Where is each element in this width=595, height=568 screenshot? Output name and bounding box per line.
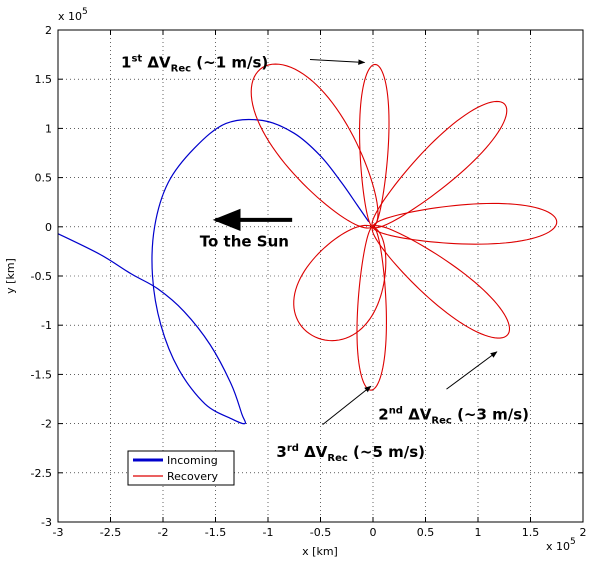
y-tick-label: 2 [45,24,52,37]
y-axis-multiplier: x 105 [58,7,88,23]
y-tick-label: 0 [45,221,52,234]
x-axis-multiplier: x 105 [546,537,576,553]
recovery-lobe [371,100,508,229]
tick-labels: -3 -2.5 -2 -1.5 -1 -0.5 0 0.5 1 1.5 2 2 1.5 1 0.5 0 -0.5… [31,24,587,539]
recovery-lobe [359,63,390,228]
legend: Incoming Recovery [127,450,235,486]
x-tick-label: -2.5 [100,526,121,539]
y-axis-label: y [km] [4,258,17,294]
annotation-arrow-dv2 [446,351,498,390]
y-tick-label: -3 [41,516,52,529]
legend-label-incoming: Incoming [167,454,218,467]
x-tick-label: 0.5 [417,526,435,539]
x-tick-label: 1.5 [522,526,540,539]
x-axis-label: x [km] [302,545,338,558]
series-line-recovery [250,63,558,391]
y-tick-label: -1 [41,319,52,332]
annotations: 1st ΔVRec (~1 m/s) To the Sun 2nd ΔVRec (~… [121,53,529,464]
y-tick-label: 1.5 [35,73,53,86]
annotation-arrow-dv3 [322,385,372,425]
series-layer [58,63,558,425]
x-tick-label: -0.5 [310,526,331,539]
y-tick-label: 1 [45,122,52,135]
x-tick-label: 1 [475,526,482,539]
x-tick-label: -3 [53,526,64,539]
annotation-sun: To the Sun [200,232,289,250]
plot-area [58,30,583,522]
x-tick-label: -2 [158,526,169,539]
x-tick-label: 0 [370,526,377,539]
x-tick-label: 2 [580,526,587,539]
y-tick-label: -2.5 [31,467,52,480]
annotation-dv1: 1st ΔVRec (~1 m/s) [121,53,268,74]
y-tick-label: -2 [41,418,52,431]
annotation-dv2: 2nd ΔVRec (~3 m/s) [378,406,529,427]
recovery-lobe [372,202,558,245]
series-line-incoming [58,118,370,425]
y-tick-label: 0.5 [35,172,53,185]
recovery-lobe [371,225,511,339]
legend-label-recovery: Recovery [167,470,218,483]
annotation-arrow-dv1 [309,59,366,65]
recovery-lobe [250,63,379,229]
x-tick-label: -1 [263,526,274,539]
y-tick-label: -1.5 [31,368,52,381]
recovery-lobe [293,224,387,342]
y-tick-label: -0.5 [31,270,52,283]
annotation-dv3: 3rd ΔVRec (~5 m/s) [276,443,425,464]
x-tick-label: -1.5 [205,526,226,539]
legend-box [127,450,235,486]
